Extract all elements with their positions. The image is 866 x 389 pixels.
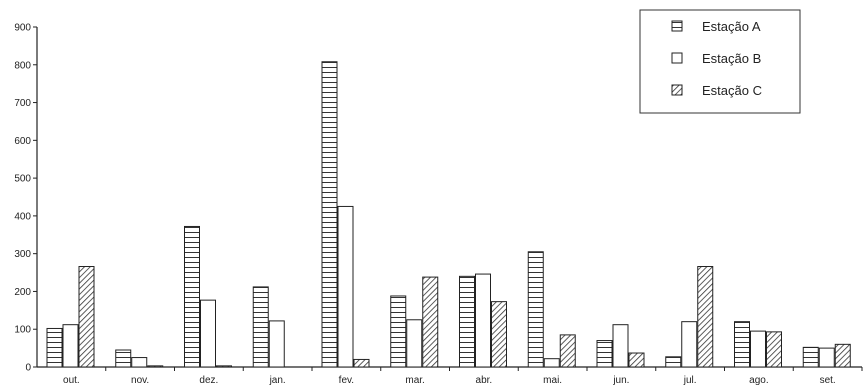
x-tick-label: abr. xyxy=(476,375,493,386)
y-tick-label: 400 xyxy=(14,211,31,222)
bar-a-9 xyxy=(665,356,682,368)
bar-a-10 xyxy=(734,321,750,368)
x-tick-label: fev. xyxy=(339,375,354,386)
y-tick-label: 500 xyxy=(14,174,31,185)
bar-b-3 xyxy=(268,320,285,368)
bar-b-11 xyxy=(818,347,835,368)
legend-swatch-a xyxy=(671,20,683,32)
x-tick-label: nov. xyxy=(131,375,149,386)
legend-swatch-b xyxy=(671,52,683,64)
bar-c-7 xyxy=(559,334,576,368)
bar-a-11 xyxy=(802,346,819,368)
x-tick-label: mar. xyxy=(405,375,424,386)
bar-b-4 xyxy=(337,205,354,368)
bar-a-2 xyxy=(184,225,200,368)
bar-c-8 xyxy=(628,352,645,368)
bar-a-8 xyxy=(596,340,613,368)
y-tick-label: 100 xyxy=(14,325,31,336)
x-tick-label: ago. xyxy=(749,375,768,386)
y-tick-label: 0 xyxy=(25,363,31,374)
x-tick-label: dez. xyxy=(199,375,218,386)
legend-label-b: Estação B xyxy=(702,51,761,66)
bar-b-10 xyxy=(750,330,766,368)
y-tick-label: 300 xyxy=(14,249,31,260)
x-tick-label: jun. xyxy=(612,375,629,386)
bar-c-6 xyxy=(491,301,507,368)
bar-a-1 xyxy=(115,349,132,368)
x-tick-label: mai. xyxy=(543,375,562,386)
x-tick-label: set. xyxy=(820,375,836,386)
bar-c-11 xyxy=(834,343,851,368)
chart-bars xyxy=(46,61,851,368)
bar-a-5 xyxy=(390,295,407,368)
y-tick-label: 900 xyxy=(14,23,31,34)
y-tick-label: 600 xyxy=(14,136,31,147)
bar-a-0 xyxy=(46,327,63,368)
legend-label-c: Estação C xyxy=(702,83,762,98)
legend-label-a: Estação A xyxy=(702,19,761,34)
bar-b-9 xyxy=(681,321,698,368)
bar-a-3 xyxy=(252,286,269,368)
bar-b-7 xyxy=(543,358,560,368)
bar-c-1 xyxy=(147,365,164,368)
bar-a-6 xyxy=(459,275,475,368)
bar-c-9 xyxy=(697,266,714,368)
y-tick-label: 700 xyxy=(14,98,31,109)
bar-c-5 xyxy=(422,276,439,368)
bar-b-5 xyxy=(406,319,423,368)
bar-c-4 xyxy=(353,358,370,368)
x-tick-label: jul. xyxy=(683,375,697,386)
legend: Estação A Estação B Estação C xyxy=(639,9,801,114)
x-axis-labels: out. nov. dez. jan. fev. mar. abr. mai. jun. jul.… xyxy=(63,367,863,386)
x-tick-label: jan. xyxy=(269,375,286,386)
bar-b-0 xyxy=(62,324,79,368)
y-tick-label: 200 xyxy=(14,287,31,298)
y-tick-label: 800 xyxy=(14,60,31,71)
bar-a-7 xyxy=(527,251,544,368)
x-tick-label: out. xyxy=(63,375,80,386)
bar-c-10 xyxy=(766,331,782,368)
bar-b-6 xyxy=(475,273,491,368)
bar-c-0 xyxy=(78,266,95,368)
bar-b-8 xyxy=(612,324,629,368)
bar-b-1 xyxy=(131,357,148,368)
bar-b-2 xyxy=(200,299,216,368)
bar-c-2 xyxy=(216,365,232,368)
legend-box xyxy=(639,9,801,114)
legend-swatch-c xyxy=(671,84,683,96)
bar-a-4 xyxy=(321,61,338,368)
